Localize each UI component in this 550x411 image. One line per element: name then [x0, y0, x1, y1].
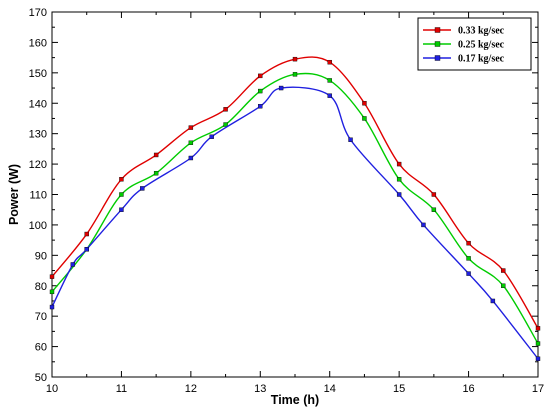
- data-point: [119, 207, 124, 212]
- data-point: [278, 85, 284, 91]
- y-tick-label: 50: [35, 372, 47, 384]
- data-point: [396, 161, 402, 167]
- data-point: [466, 240, 471, 246]
- data-point: [223, 107, 228, 112]
- y-tick-label: 160: [29, 37, 47, 49]
- data-point: [188, 155, 194, 161]
- x-axis-ticks: 10 11 12 13 14 15 16 17: [46, 12, 544, 395]
- legend-swatch-marker: [434, 27, 441, 33]
- legend-swatch-marker: [434, 55, 441, 61]
- series-2: [49, 72, 541, 346]
- data-point: [188, 125, 194, 130]
- data-point: [292, 72, 298, 77]
- y-tick-label: 110: [29, 190, 47, 202]
- y-tick-label: 130: [29, 129, 47, 141]
- data-point: [535, 341, 541, 346]
- data-point: [535, 326, 541, 331]
- data-point: [49, 274, 55, 279]
- data-point: [258, 88, 263, 94]
- series-line: [51, 72, 539, 344]
- data-point: [421, 222, 426, 228]
- data-point: [119, 177, 124, 182]
- data-point: [70, 262, 76, 267]
- y-tick-label: 60: [35, 342, 47, 354]
- y-tick-label: 120: [29, 159, 47, 171]
- data-point: [119, 192, 124, 197]
- data-point: [362, 116, 367, 121]
- data-point: [140, 186, 145, 191]
- data-point: [327, 59, 332, 65]
- y-tick-label: 70: [35, 311, 47, 323]
- data-point: [431, 192, 437, 197]
- y-tick-label: 140: [29, 98, 47, 110]
- series-1: [49, 56, 541, 331]
- y-axis-ticks: 50 60 70 80 90 100 110 120 130 140 150 160 170: [29, 7, 538, 384]
- y-tick-label: 90: [35, 250, 47, 262]
- legend-label: 0.25 kg/sec: [458, 40, 505, 51]
- data-point: [153, 152, 159, 158]
- x-tick-label: 12: [185, 383, 197, 395]
- data-point: [84, 247, 89, 252]
- data-point: [431, 207, 437, 212]
- y-tick-label: 100: [29, 220, 47, 232]
- data-point: [348, 137, 353, 142]
- x-tick-label: 16: [462, 383, 474, 395]
- legend-entry: 0.33 kg/sec: [423, 26, 505, 37]
- data-point: [153, 171, 159, 176]
- x-tick-label: 10: [46, 383, 58, 395]
- series-line: [51, 86, 539, 360]
- y-tick-label: 170: [29, 7, 47, 19]
- data-point: [466, 271, 471, 276]
- y-tick-label: 80: [35, 281, 47, 293]
- legend-entry: 0.17 kg/sec: [423, 54, 505, 65]
- data-point: [258, 104, 263, 109]
- legend-swatch-marker: [434, 41, 441, 47]
- data-point: [535, 356, 541, 361]
- series-layer: [49, 56, 541, 361]
- data-point: [362, 101, 367, 106]
- data-point: [84, 231, 89, 237]
- legend-label: 0.33 kg/sec: [458, 26, 505, 37]
- x-tick-label: 17: [532, 383, 544, 395]
- data-point: [327, 78, 332, 83]
- data-point: [466, 256, 471, 261]
- x-axis-title: Time (h): [271, 393, 319, 407]
- data-point: [396, 177, 402, 182]
- data-point: [501, 283, 506, 288]
- data-point: [501, 268, 506, 273]
- legend-box: [417, 17, 532, 71]
- data-point: [223, 122, 228, 127]
- series-line: [51, 56, 539, 329]
- x-tick-label: 15: [393, 383, 405, 395]
- x-tick-label: 14: [324, 383, 336, 395]
- data-point: [49, 289, 55, 295]
- y-tick-label: 150: [29, 68, 47, 80]
- data-point: [292, 56, 298, 62]
- data-point: [490, 298, 496, 304]
- x-tick-label: 11: [116, 383, 127, 395]
- legend-label: 0.17 kg/sec: [458, 54, 505, 65]
- data-point: [209, 134, 214, 139]
- y-axis-title: Power (W): [7, 164, 21, 225]
- data-point: [49, 304, 55, 310]
- legend-entry: 0.25 kg/sec: [423, 40, 505, 51]
- series-3: [49, 85, 541, 361]
- data-point: [327, 93, 332, 98]
- data-point: [188, 140, 194, 145]
- x-tick-label: 13: [254, 383, 266, 395]
- data-point: [258, 73, 263, 79]
- legend: 0.33 kg/sec 0.25 kg/sec 0.17 kg/sec: [417, 17, 532, 71]
- data-point: [396, 192, 402, 197]
